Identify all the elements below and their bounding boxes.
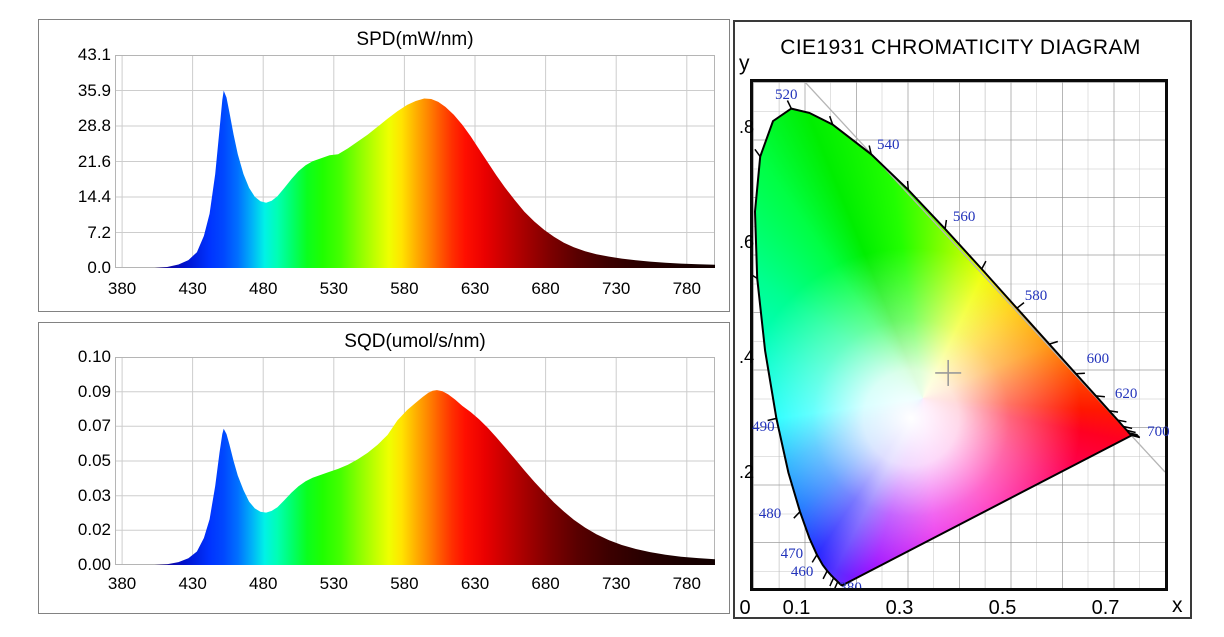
sqd-y-tick-label: 0.05 <box>77 451 111 470</box>
spd-chart <box>115 55 715 268</box>
locus-tick <box>1123 425 1133 430</box>
locus-tick <box>1016 302 1025 309</box>
cie-wavelength-label: 600 <box>1086 350 1110 367</box>
cie-plot: 380 460 470 480 490 520 540 560 580 600 620 700 <box>750 79 1170 591</box>
cie-y-tick-label: .2 <box>738 462 754 482</box>
cie-title: CIE1931 CHROMATICITY DIAGRAM <box>780 36 1141 59</box>
cie-wavelength-label: 470 <box>780 545 804 562</box>
spd-x-tick-label: 730 <box>601 279 631 298</box>
spd-x-tick-label: 780 <box>672 279 701 298</box>
locus-tick <box>753 274 758 280</box>
sqd-x-tick-label: 730 <box>601 574 631 593</box>
locus-tick <box>1117 419 1127 423</box>
sqd-x-tick-label: 480 <box>249 574 278 593</box>
locus-tick <box>1128 432 1138 436</box>
locus-tick <box>981 260 987 270</box>
cie-wavelength-label: 620 <box>1114 385 1138 402</box>
cie-wavelength-label: 490 <box>752 419 775 436</box>
sqd-y-tick-label: 0.07 <box>77 416 111 436</box>
locus-tick <box>811 554 818 563</box>
cie-x-tick-label: 0.7 <box>1091 597 1120 619</box>
spd-x-tick-label: 680 <box>531 279 560 298</box>
locus-tick <box>822 570 828 580</box>
cie-wavelength-label: 520 <box>775 86 798 103</box>
spd-y-tick-label: 0.0 <box>87 258 111 277</box>
spd-y-tick-label: 35.9 <box>77 80 111 100</box>
cie-wavelength-label: 580 <box>1024 288 1048 305</box>
spd-title: SPD(mW/nm) <box>356 29 474 50</box>
locus-tick <box>828 115 834 125</box>
cie-x-tick-label: 0.3 <box>885 597 914 619</box>
locus-tick <box>829 577 835 587</box>
sqd-x-tick-label: 780 <box>672 574 701 593</box>
sqd-x-tick-label: 580 <box>390 574 419 593</box>
cie-x-tick-label: 0.5 <box>988 597 1017 619</box>
cie-x-axis-letter: x <box>1172 594 1183 617</box>
cie-wavelength-label: 380 <box>839 580 862 597</box>
spd-x-tick-label: 580 <box>390 279 419 298</box>
sqd-y-tick-label: 0.09 <box>77 381 111 401</box>
cie-wavelength-label: 480 <box>758 505 782 522</box>
spd-y-tick-label: 28.8 <box>77 116 111 135</box>
cie-x-tick-label: 0.1 <box>782 597 811 619</box>
locus-tick <box>944 219 948 230</box>
locus-tick <box>793 511 801 519</box>
sqd-x-tick-label: 680 <box>531 574 560 593</box>
locus-tick <box>1126 429 1136 434</box>
sqd-y-tick-label: 0.00 <box>77 555 111 574</box>
cie-y-tick-label: .6 <box>738 232 754 252</box>
locus-tick <box>1108 409 1119 413</box>
spd-x-tick-label: 630 <box>460 279 490 298</box>
sqd-x-tick-label: 380 <box>107 574 137 593</box>
sqd-x-tick-label: 430 <box>178 574 207 593</box>
spd-y-tick-label: 43.1 <box>77 45 111 64</box>
sqd-panel: SQD(umol/s/nm) 0.10 0.09 0.07 0.05 0.03 0.02 0… <box>38 322 730 614</box>
locus-tick <box>834 581 839 588</box>
cie-y-tick-label: .8 <box>738 117 754 137</box>
cie-wavelength-label: 560 <box>952 208 976 225</box>
sqd-chart <box>115 357 715 565</box>
locus-tick <box>754 148 761 158</box>
sqd-title: SQD(umol/s/nm) <box>344 331 486 352</box>
cie-y-axis-letter: y <box>739 52 750 75</box>
spd-y-tick-label: 7.2 <box>87 222 111 242</box>
sqd-x-tick-label: 530 <box>319 574 348 593</box>
spd-y-tick-label: 21.6 <box>77 151 111 171</box>
locus-tick <box>786 100 792 109</box>
locus-tick <box>1131 434 1141 439</box>
locus-tick <box>868 145 872 155</box>
cie-wavelength-label: 460 <box>790 563 814 580</box>
spd-x-tick-label: 480 <box>249 279 278 298</box>
cie-x-tick-label: 0 <box>739 597 751 619</box>
locus-tick <box>906 180 910 190</box>
sqd-y-tick-label: 0.03 <box>77 485 111 505</box>
cie-wavelength-label: 540 <box>876 137 900 154</box>
sqd-y-tick-label: 0.10 <box>77 347 111 366</box>
spd-panel: SPD(mW/nm) 43.1 35.9 28.8 21.6 14.4 7.2 0.0 380… <box>38 19 730 312</box>
cie-panel: CIE1931 CHROMATICITY DIAGRAM y x 380 460 4… <box>733 20 1192 619</box>
cie-y-tick-label: .4 <box>738 347 754 367</box>
locus-tick <box>1095 395 1105 398</box>
spd-x-tick-label: 380 <box>107 279 137 298</box>
locus-tick <box>1048 340 1059 345</box>
spectral-locus-outline <box>753 107 1134 587</box>
sqd-x-tick-label: 630 <box>460 574 490 593</box>
spd-x-tick-label: 530 <box>319 279 348 298</box>
spd-y-tick-label: 14.4 <box>77 187 111 206</box>
locus-tick <box>767 417 777 422</box>
locus-tick <box>1075 372 1085 375</box>
cie-overlay <box>753 82 1165 588</box>
sqd-y-tick-label: 0.02 <box>77 520 111 540</box>
cie-wavelength-label: 700 <box>1147 424 1170 441</box>
spd-x-tick-label: 430 <box>178 279 207 298</box>
